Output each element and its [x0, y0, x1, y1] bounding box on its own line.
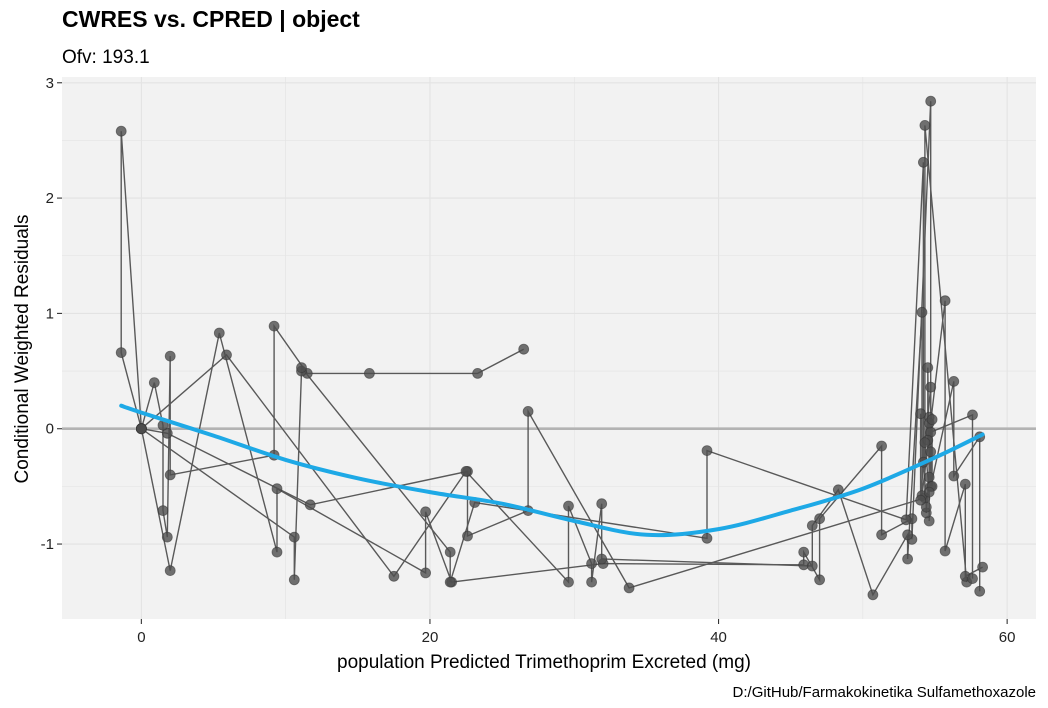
data-point [420, 506, 432, 518]
x-axis-ticks: 0 20 40 60 [137, 619, 1015, 646]
data-point [213, 327, 225, 339]
data-point [304, 499, 316, 511]
data-point [967, 573, 978, 584]
data-point [814, 574, 825, 586]
x-tick-label: 0 [137, 629, 145, 646]
data-point [701, 445, 713, 457]
data-point [925, 446, 937, 458]
data-point [388, 570, 400, 582]
data-point [926, 414, 938, 425]
data-point [919, 120, 931, 131]
data-point [948, 470, 960, 482]
y-tick-label: 2 [46, 190, 54, 207]
y-tick-label: 0 [46, 421, 54, 438]
data-point [221, 349, 232, 361]
data-point [296, 362, 307, 374]
data-point [596, 498, 608, 510]
smooth-curve-layer [119, 403, 985, 538]
data-point [288, 574, 300, 586]
series-line-1 [120, 125, 968, 589]
data-point [925, 95, 937, 107]
data-point [563, 500, 574, 512]
data-point [923, 471, 935, 483]
plot-panel [62, 77, 1036, 619]
smooth-trend-line [119, 403, 985, 538]
data-point [806, 520, 818, 531]
data-point [115, 125, 127, 137]
data-point [959, 478, 971, 490]
data-point [967, 409, 978, 421]
chart-caption: D:/GitHub/Farmakokinetika Sulfamethoxazo… [733, 684, 1036, 701]
data-point [135, 423, 147, 435]
data-point [563, 576, 574, 588]
x-tick-label: 60 [999, 629, 1016, 646]
y-axis-title: Conditional Weighted Residuals [12, 215, 33, 484]
data-point [900, 514, 912, 526]
data-point [271, 483, 283, 495]
data-point [919, 437, 931, 449]
data-point [918, 156, 929, 168]
data-point [115, 347, 127, 359]
data-point [948, 375, 960, 387]
data-point [444, 576, 456, 588]
data-point [420, 567, 432, 579]
chart-subtitle: Ofv: 193.1 [62, 47, 150, 68]
data-point [288, 531, 300, 543]
y-axis-ticks: -1 0 1 2 3 [41, 75, 62, 553]
data-point [164, 469, 176, 481]
data-points [115, 95, 988, 601]
data-point [920, 501, 932, 513]
data-point [586, 576, 597, 588]
x-tick-label: 20 [422, 629, 439, 646]
x-axis-title: population Predicted Trimethoprim Excret… [337, 652, 751, 673]
data-point [876, 529, 887, 541]
data-point [623, 582, 635, 594]
data-point [902, 553, 913, 565]
data-point [923, 486, 935, 498]
data-point [867, 589, 879, 601]
data-point [939, 545, 951, 557]
data-point [363, 367, 375, 379]
data-point [806, 560, 818, 572]
data-point [596, 553, 608, 565]
data-point [977, 561, 988, 573]
data-point [462, 530, 473, 542]
data-point [518, 343, 530, 355]
data-point [268, 320, 280, 332]
data-point [915, 408, 926, 420]
data-point [701, 532, 713, 544]
y-tick-label: -1 [41, 536, 54, 553]
data-point [522, 405, 534, 417]
data-point [814, 513, 825, 525]
data-point [939, 295, 951, 307]
x-tick-label: 40 [710, 629, 727, 646]
chart-title: CWRES vs. CPRED | object [62, 6, 360, 32]
data-point [925, 381, 937, 393]
data-point [460, 465, 472, 477]
data-point [164, 350, 176, 362]
data-point [271, 546, 283, 558]
data-point [915, 494, 926, 506]
data-point [164, 565, 176, 576]
y-tick-label: 3 [46, 75, 54, 92]
data-point [157, 505, 169, 517]
data-point [444, 546, 456, 558]
data-point [916, 306, 928, 318]
data-point [922, 362, 934, 374]
y-tick-label: 1 [46, 305, 54, 322]
data-point [974, 585, 986, 597]
data-point [472, 367, 484, 379]
data-point [902, 529, 913, 541]
data-point [876, 440, 887, 452]
data-point [798, 546, 810, 558]
data-point [586, 558, 597, 569]
data-point [148, 377, 160, 389]
data-point [161, 531, 173, 543]
data-point [832, 484, 844, 496]
